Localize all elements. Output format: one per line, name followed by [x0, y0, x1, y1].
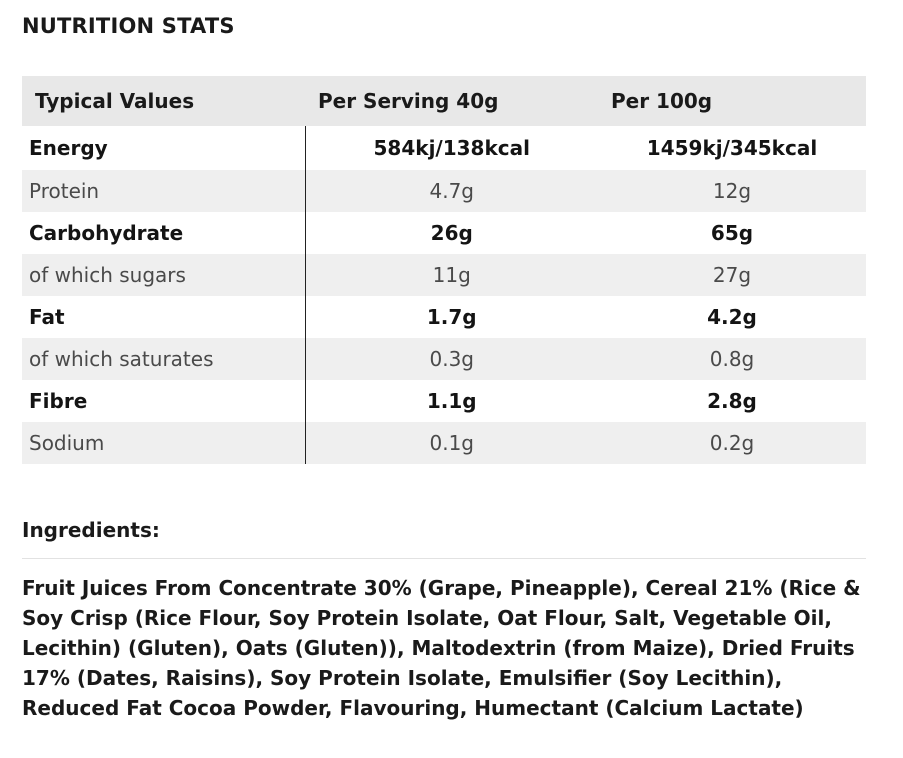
- table-header-row: Typical Values Per Serving 40g Per 100g: [22, 76, 866, 126]
- ingredients-title: Ingredients:: [22, 518, 160, 542]
- table-row: of which saturates 0.3g 0.8g: [22, 338, 866, 380]
- per-100g-value: 1459kj/345kcal: [598, 126, 866, 170]
- nutrient-name: Fat: [22, 296, 305, 338]
- table-row: of which sugars 11g 27g: [22, 254, 866, 296]
- table-row: Energy 584kj/138kcal 1459kj/345kcal: [22, 126, 866, 170]
- table-row: Sodium 0.1g 0.2g: [22, 422, 866, 464]
- nutrient-name: Sodium: [22, 422, 305, 464]
- nutrient-name: of which sugars: [22, 254, 305, 296]
- table-row: Carbohydrate 26g 65g: [22, 212, 866, 254]
- nutrient-name: Carbohydrate: [22, 212, 305, 254]
- nutrient-name: of which saturates: [22, 338, 305, 380]
- per-serving-value: 11g: [304, 254, 598, 296]
- table-row: Fibre 1.1g 2.8g: [22, 380, 866, 422]
- nutrient-name: Protein: [22, 170, 305, 212]
- per-100g-value: 4.2g: [598, 296, 866, 338]
- nutrient-name: Fibre: [22, 380, 305, 422]
- per-serving-value: 4.7g: [304, 170, 598, 212]
- per-serving-value: 26g: [304, 212, 598, 254]
- per-serving-value: 0.1g: [304, 422, 598, 464]
- per-100g-value: 2.8g: [598, 380, 866, 422]
- per-serving-value: 0.3g: [304, 338, 598, 380]
- per-serving-value: 1.7g: [304, 296, 598, 338]
- header-per-100g: Per 100g: [598, 76, 866, 126]
- per-serving-value: 584kj/138kcal: [304, 126, 598, 170]
- table-row: Fat 1.7g 4.2g: [22, 296, 866, 338]
- ingredients-text: Fruit Juices From Concentrate 30% (Grape…: [22, 576, 861, 720]
- table-row: Protein 4.7g 12g: [22, 170, 866, 212]
- nutrient-name: Energy: [22, 126, 305, 170]
- per-100g-value: 0.8g: [598, 338, 866, 380]
- header-typical-values: Typical Values: [22, 76, 305, 126]
- per-100g-value: 12g: [598, 170, 866, 212]
- per-100g-value: 65g: [598, 212, 866, 254]
- ingredients-divider: [22, 558, 866, 559]
- per-serving-value: 1.1g: [304, 380, 598, 422]
- nutrition-table: Typical Values Per Serving 40g Per 100g …: [22, 76, 866, 464]
- per-100g-value: 27g: [598, 254, 866, 296]
- nutrition-stats-title: NUTRITION STATS: [22, 14, 235, 38]
- header-per-serving: Per Serving 40g: [305, 76, 598, 126]
- per-100g-value: 0.2g: [598, 422, 866, 464]
